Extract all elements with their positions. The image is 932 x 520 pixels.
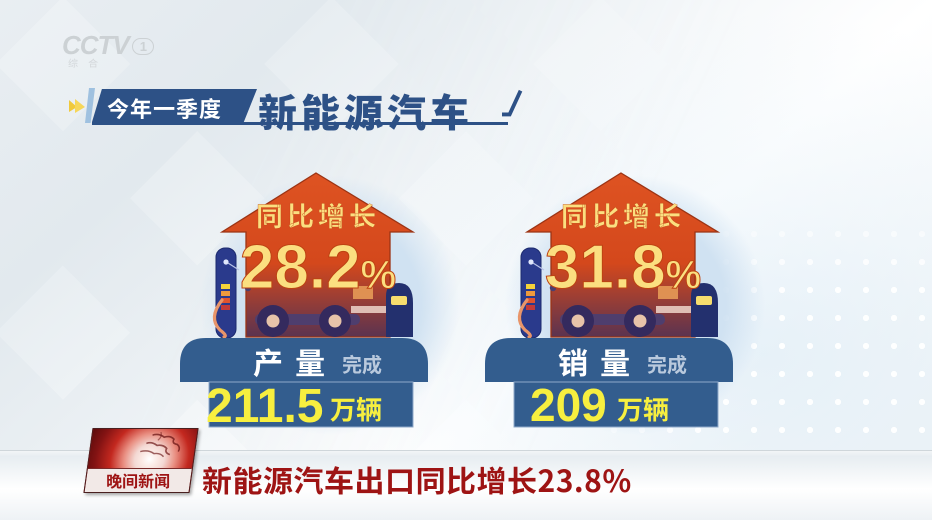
svg-text:同比增长: 同比增长 [561,195,685,234]
svg-text:万辆: 万辆 [330,390,382,427]
svg-text:211.5: 211.5 [206,380,323,433]
svg-text:同比增长: 同比增长 [256,195,380,234]
svg-text:万辆: 万辆 [617,390,669,427]
svg-text:209: 209 [530,379,607,431]
svg-text:完成: 完成 [342,349,382,378]
svg-text:完成: 完成 [647,349,687,378]
